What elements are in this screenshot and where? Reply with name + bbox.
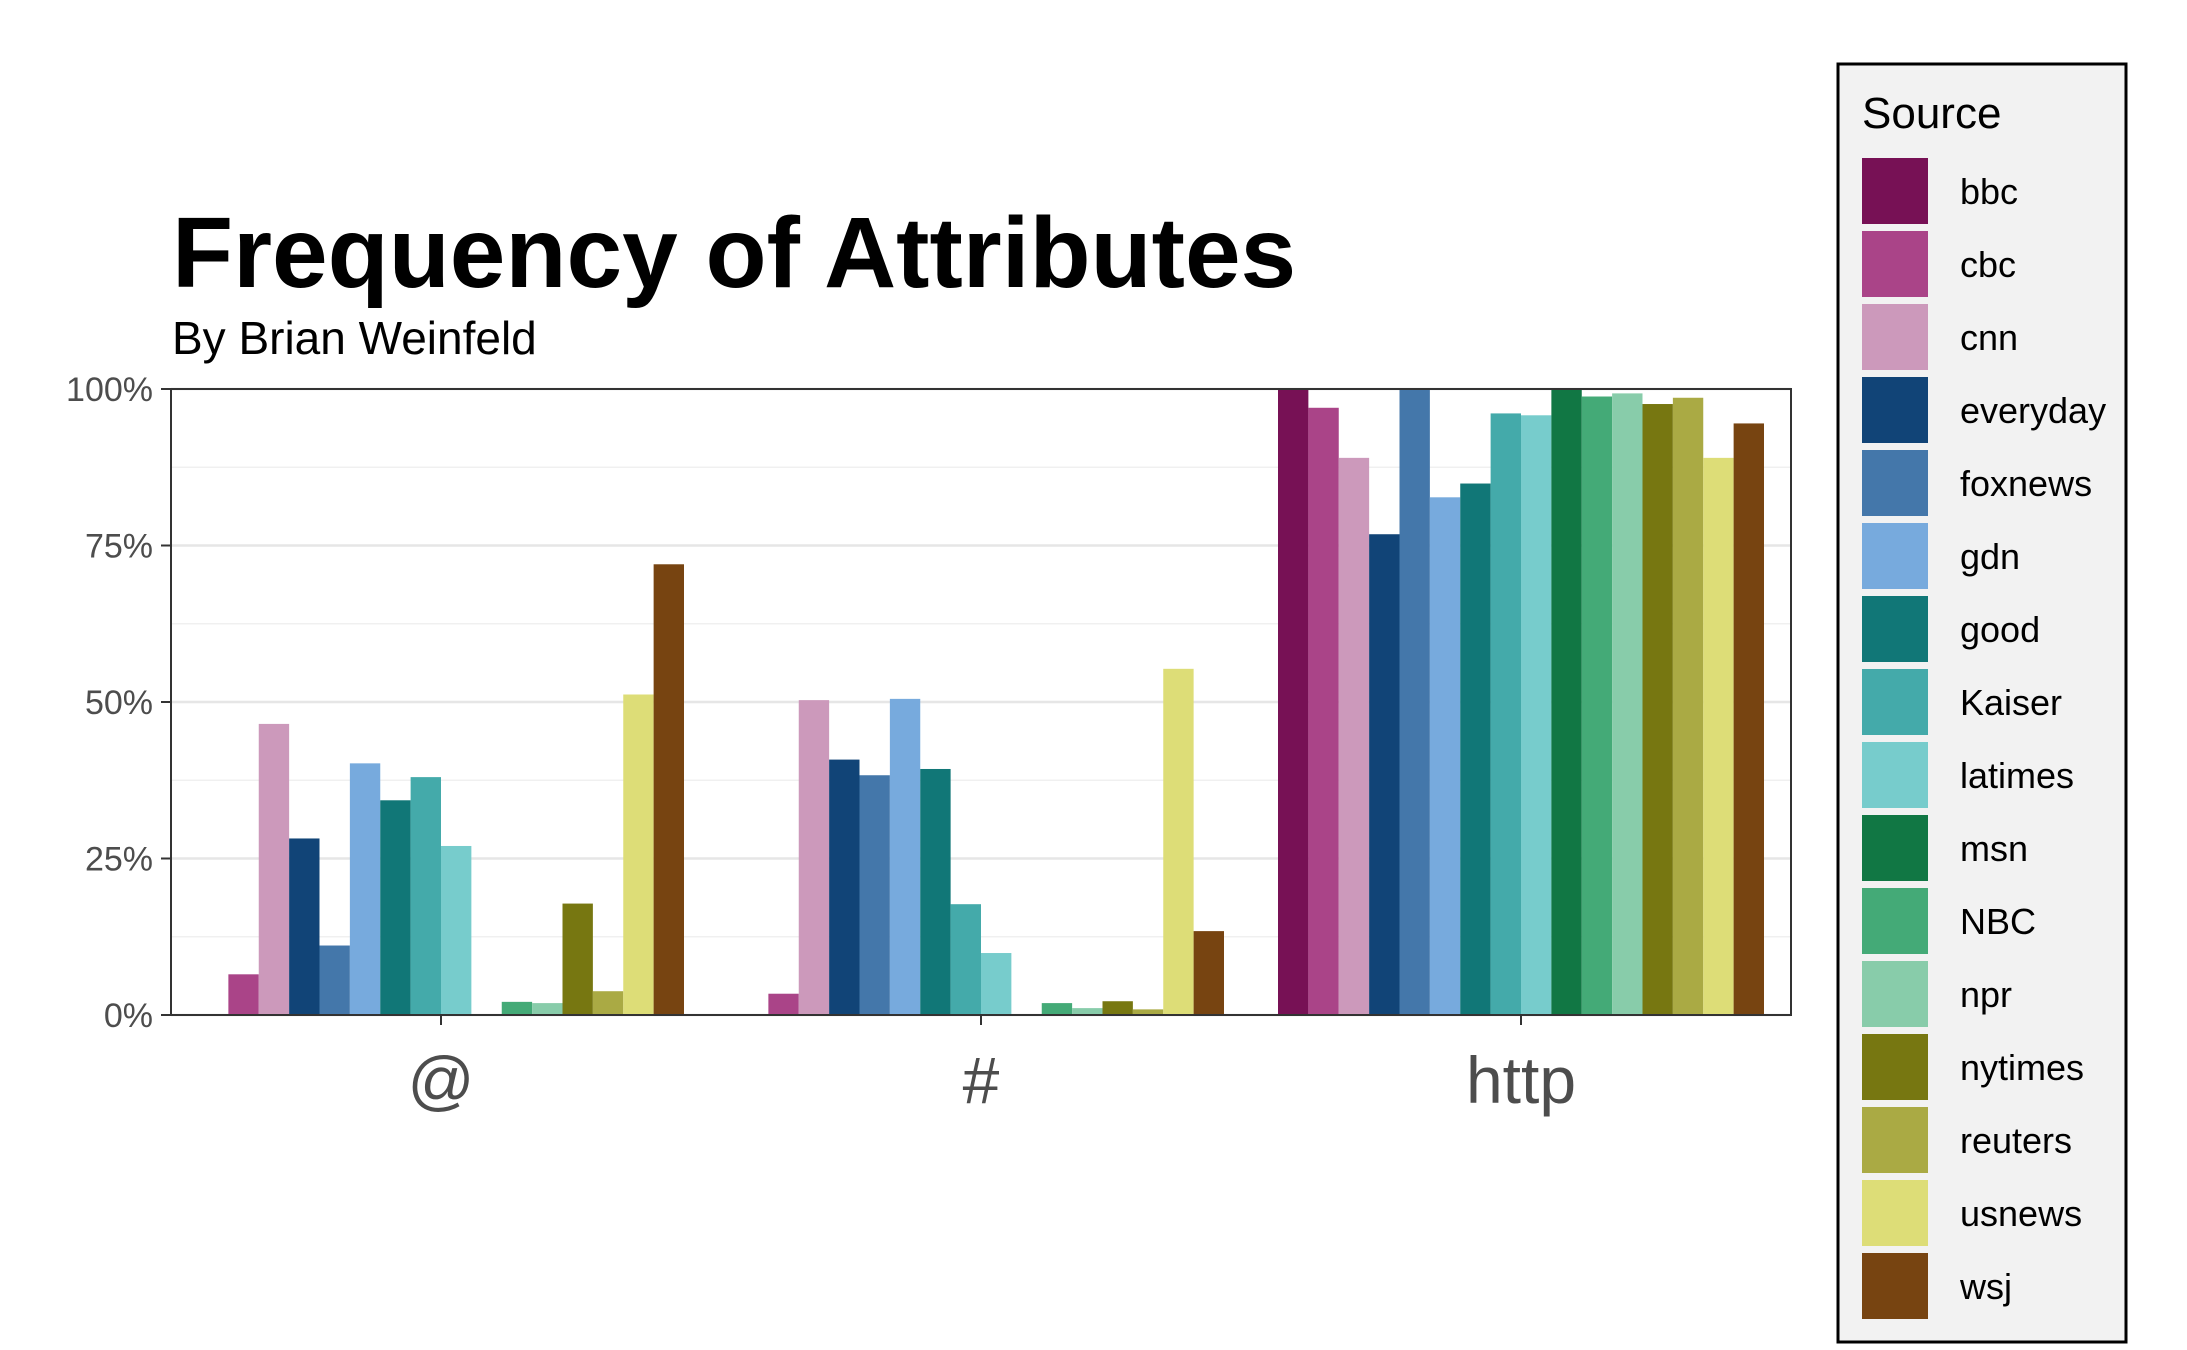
bar-latimes-1 [981, 953, 1012, 1015]
legend-label-latimes: latimes [1960, 755, 2074, 796]
y-tick-label: 0% [104, 997, 153, 1035]
legend-key-cbc [1862, 231, 1928, 297]
bar-good-0 [380, 800, 411, 1015]
legend-label-cbc: cbc [1960, 244, 2016, 285]
legend-label-reuters: reuters [1960, 1120, 2072, 1161]
bar-kaiser-1 [950, 904, 981, 1015]
bar-cnn-1 [798, 700, 830, 1015]
bar-everyday-0 [289, 838, 320, 1015]
legend-key-cnn [1862, 304, 1928, 370]
bar-cbc-0 [228, 974, 259, 1015]
bars [228, 389, 1764, 1016]
bar-gdn-0 [349, 763, 381, 1015]
x-tick-label: http [1466, 1043, 1576, 1117]
legend-items: bbc cbc cnn everyday foxnews gdn good Kaiser lat… [1862, 158, 2106, 1319]
bar-wsj-0 [653, 564, 684, 1015]
legend-label-usnews: usnews [1960, 1193, 2082, 1234]
legend-key-wsj [1862, 1253, 1928, 1319]
bar-nbc-2 [1581, 396, 1613, 1016]
chart-subtitle: By Brian Weinfeld [172, 312, 537, 364]
legend-key-reuters [1862, 1107, 1928, 1173]
bar-npr-0 [532, 1003, 563, 1015]
bar-cbc-1 [768, 993, 799, 1015]
bar-foxnews-2 [1399, 389, 1430, 1015]
bar-reuters-2 [1672, 397, 1704, 1015]
bar-everyday-2 [1369, 534, 1400, 1015]
bar-latimes-0 [441, 845, 472, 1015]
legend-key-nytimes [1862, 1034, 1928, 1100]
legend-label-nytimes: nytimes [1960, 1047, 2084, 1088]
y-tick-label: 50% [85, 684, 153, 722]
legend-key-bbc [1862, 158, 1928, 224]
bar-cnn-2 [1338, 457, 1370, 1015]
bar-reuters-1 [1132, 1009, 1164, 1015]
bar-nbc-0 [501, 1001, 533, 1015]
legend-key-good [1862, 596, 1928, 662]
x-tick-label: # [963, 1043, 1000, 1117]
legend-key-nbc [1862, 888, 1928, 954]
y-axis: 0% 25% 50% 75% 100% [66, 371, 171, 1035]
bar-cbc-2 [1308, 407, 1339, 1015]
bar-npr-2 [1612, 393, 1643, 1016]
legend-label-gdn: gdn [1960, 536, 2020, 577]
legend-key-gdn [1862, 523, 1928, 589]
y-tick-label: 75% [85, 528, 153, 566]
x-axis: @ # http [408, 1015, 1576, 1117]
legend-label-npr: npr [1960, 974, 2012, 1015]
legend-label-cnn: cnn [1960, 317, 2018, 358]
legend-key-foxnews [1862, 450, 1928, 516]
bar-nytimes-0 [562, 903, 593, 1015]
bar-foxnews-0 [319, 945, 350, 1015]
bar-wsj-2 [1733, 423, 1764, 1015]
legend-label-foxnews: foxnews [1960, 463, 2092, 504]
bar-good-1 [920, 768, 951, 1015]
legend-key-latimes [1862, 742, 1928, 808]
bar-wsj-1 [1193, 931, 1224, 1015]
legend-key-kaiser [1862, 669, 1928, 735]
bar-usnews-2 [1703, 457, 1734, 1015]
bar-good-2 [1460, 483, 1491, 1015]
bar-npr-1 [1072, 1008, 1103, 1015]
chart-title: Frequency of Attributes [172, 197, 1296, 309]
legend-key-usnews [1862, 1180, 1928, 1246]
legend-label-nbc: NBC [1960, 901, 2036, 942]
legend-key-msn [1862, 815, 1928, 881]
bar-nytimes-1 [1102, 1001, 1133, 1015]
bar-latimes-2 [1521, 415, 1552, 1015]
bar-kaiser-0 [410, 777, 441, 1015]
bar-gdn-1 [889, 698, 921, 1015]
legend-label-bbc: bbc [1960, 171, 2018, 212]
legend-label-wsj: wsj [1959, 1266, 2012, 1307]
legend-title: Source [1862, 89, 2001, 138]
x-tick-label: @ [408, 1043, 475, 1117]
bar-nytimes-2 [1642, 404, 1673, 1015]
bar-usnews-1 [1163, 668, 1194, 1015]
y-tick-label: 25% [85, 841, 153, 879]
bar-cnn-0 [258, 723, 290, 1015]
legend-label-msn: msn [1960, 828, 2028, 869]
bar-nbc-1 [1041, 1003, 1073, 1015]
bar-reuters-0 [592, 991, 624, 1015]
bar-kaiser-2 [1490, 413, 1521, 1015]
legend: Source bbc cbc cnn everyday foxnews gdn good Ka… [1836, 62, 2128, 1344]
bar-gdn-2 [1429, 497, 1461, 1016]
bar-usnews-0 [623, 694, 654, 1015]
legend-label-good: good [1960, 609, 2040, 650]
y-tick-label: 100% [66, 371, 153, 409]
legend-label-kaiser: Kaiser [1960, 682, 2062, 723]
legend-key-npr [1862, 961, 1928, 1027]
bar-bbc-2 [1278, 389, 1309, 1015]
bar-foxnews-1 [859, 775, 890, 1015]
bar-msn-2 [1551, 389, 1582, 1015]
bar-everyday-1 [829, 759, 860, 1015]
legend-label-everyday: everyday [1960, 390, 2106, 431]
legend-key-everyday [1862, 377, 1928, 443]
